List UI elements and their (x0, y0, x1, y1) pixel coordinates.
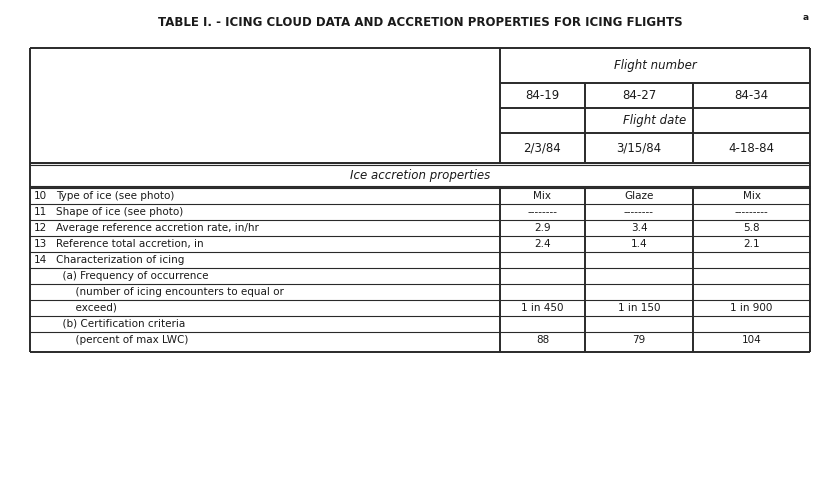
Text: 10: 10 (34, 191, 47, 201)
Text: 3/15/84: 3/15/84 (617, 142, 662, 155)
Text: 1 in 450: 1 in 450 (521, 303, 564, 313)
Text: (number of icing encounters to equal or: (number of icing encounters to equal or (56, 287, 284, 297)
Text: Type of ice (see photo): Type of ice (see photo) (56, 191, 175, 201)
Text: (percent of max LWC): (percent of max LWC) (56, 335, 189, 345)
Text: 2.4: 2.4 (534, 239, 551, 249)
Text: (a) Frequency of occurrence: (a) Frequency of occurrence (56, 271, 209, 281)
Text: Flight date: Flight date (623, 114, 686, 127)
Text: Average reference accretion rate, in/hr: Average reference accretion rate, in/hr (56, 223, 259, 233)
Text: 2.9: 2.9 (534, 223, 551, 233)
Text: a: a (803, 12, 809, 21)
Text: --------: -------- (624, 207, 654, 217)
Text: Ice accretion properties: Ice accretion properties (350, 169, 490, 182)
Text: Flight number: Flight number (613, 59, 696, 72)
Text: 84-27: 84-27 (622, 89, 656, 102)
Text: 5.8: 5.8 (743, 223, 760, 233)
Text: (b) Certification criteria: (b) Certification criteria (56, 319, 185, 329)
Text: 12: 12 (34, 223, 47, 233)
Text: Reference total accretion, in: Reference total accretion, in (56, 239, 204, 249)
Text: 84-19: 84-19 (525, 89, 560, 102)
Text: 14: 14 (34, 255, 47, 265)
Text: 3.4: 3.4 (631, 223, 648, 233)
Text: 2.1: 2.1 (743, 239, 760, 249)
Text: Glaze: Glaze (624, 191, 654, 201)
Text: exceed): exceed) (56, 303, 117, 313)
Text: TABLE I. - ICING CLOUD DATA AND ACCRETION PROPERTIES FOR ICING FLIGHTS: TABLE I. - ICING CLOUD DATA AND ACCRETIO… (158, 15, 682, 28)
Text: 88: 88 (536, 335, 549, 345)
Text: Characterization of icing: Characterization of icing (56, 255, 185, 265)
Text: 4-18-84: 4-18-84 (728, 142, 774, 155)
Text: 1.4: 1.4 (631, 239, 648, 249)
Text: 2/3/84: 2/3/84 (524, 142, 561, 155)
Text: 11: 11 (34, 207, 47, 217)
Text: Mix: Mix (534, 191, 551, 201)
Text: --------: -------- (528, 207, 557, 217)
Text: 1 in 900: 1 in 900 (730, 303, 773, 313)
Text: 1 in 150: 1 in 150 (618, 303, 660, 313)
Text: 104: 104 (742, 335, 761, 345)
Text: Shape of ice (see photo): Shape of ice (see photo) (56, 207, 183, 217)
Text: ---------: --------- (735, 207, 769, 217)
Text: 13: 13 (34, 239, 47, 249)
Text: 84-34: 84-34 (734, 89, 769, 102)
Text: Mix: Mix (743, 191, 760, 201)
Text: 79: 79 (633, 335, 646, 345)
